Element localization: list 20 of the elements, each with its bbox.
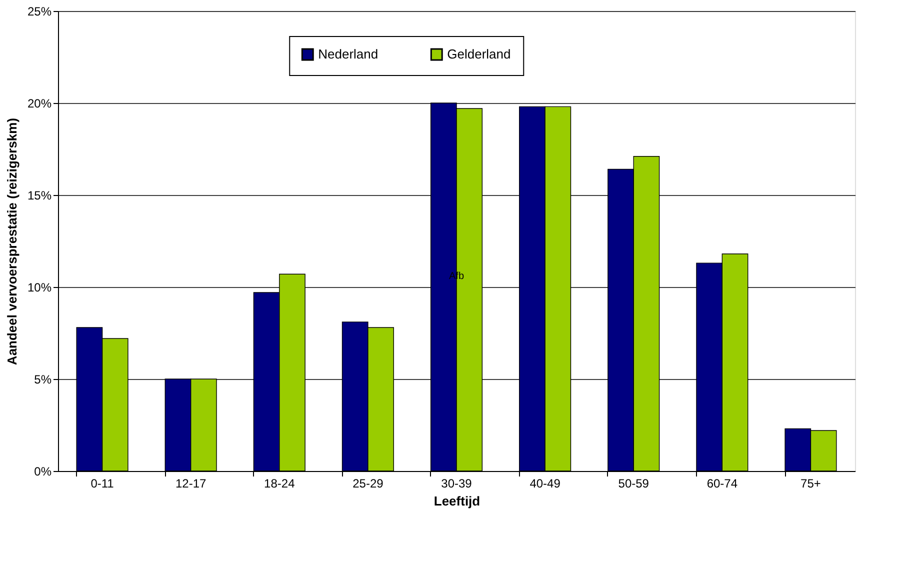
legend-label: Gelderland [447, 46, 511, 62]
x-tick-label: 60-74 [706, 476, 738, 490]
y-axis-title: Aandeel vervoersprestatie (reizigerskm) [4, 118, 20, 366]
x-tick-label: 30-39 [441, 476, 472, 490]
y-tick-label: 5% [34, 372, 52, 386]
x-axis-title: Leeftijd [434, 494, 480, 508]
y-tick-label: 10% [27, 280, 52, 294]
x-tick-label: 50-59 [618, 476, 650, 490]
x-tick-label: 12-17 [175, 476, 206, 490]
annotation: Afb [448, 270, 464, 282]
x-tick-label: 18-24 [264, 476, 296, 490]
x-tick-label: 25-29 [352, 476, 384, 490]
y-tick-label: 0% [34, 464, 52, 478]
x-tick-label: 75+ [800, 476, 821, 490]
y-tick-label: 25% [27, 4, 52, 18]
y-tick-label: 20% [27, 96, 52, 110]
x-tick-label: 40-49 [530, 476, 561, 490]
x-tick-label: 0-11 [90, 476, 114, 490]
y-tick-label: 15% [27, 188, 52, 202]
legend-label: Nederland [318, 46, 378, 62]
